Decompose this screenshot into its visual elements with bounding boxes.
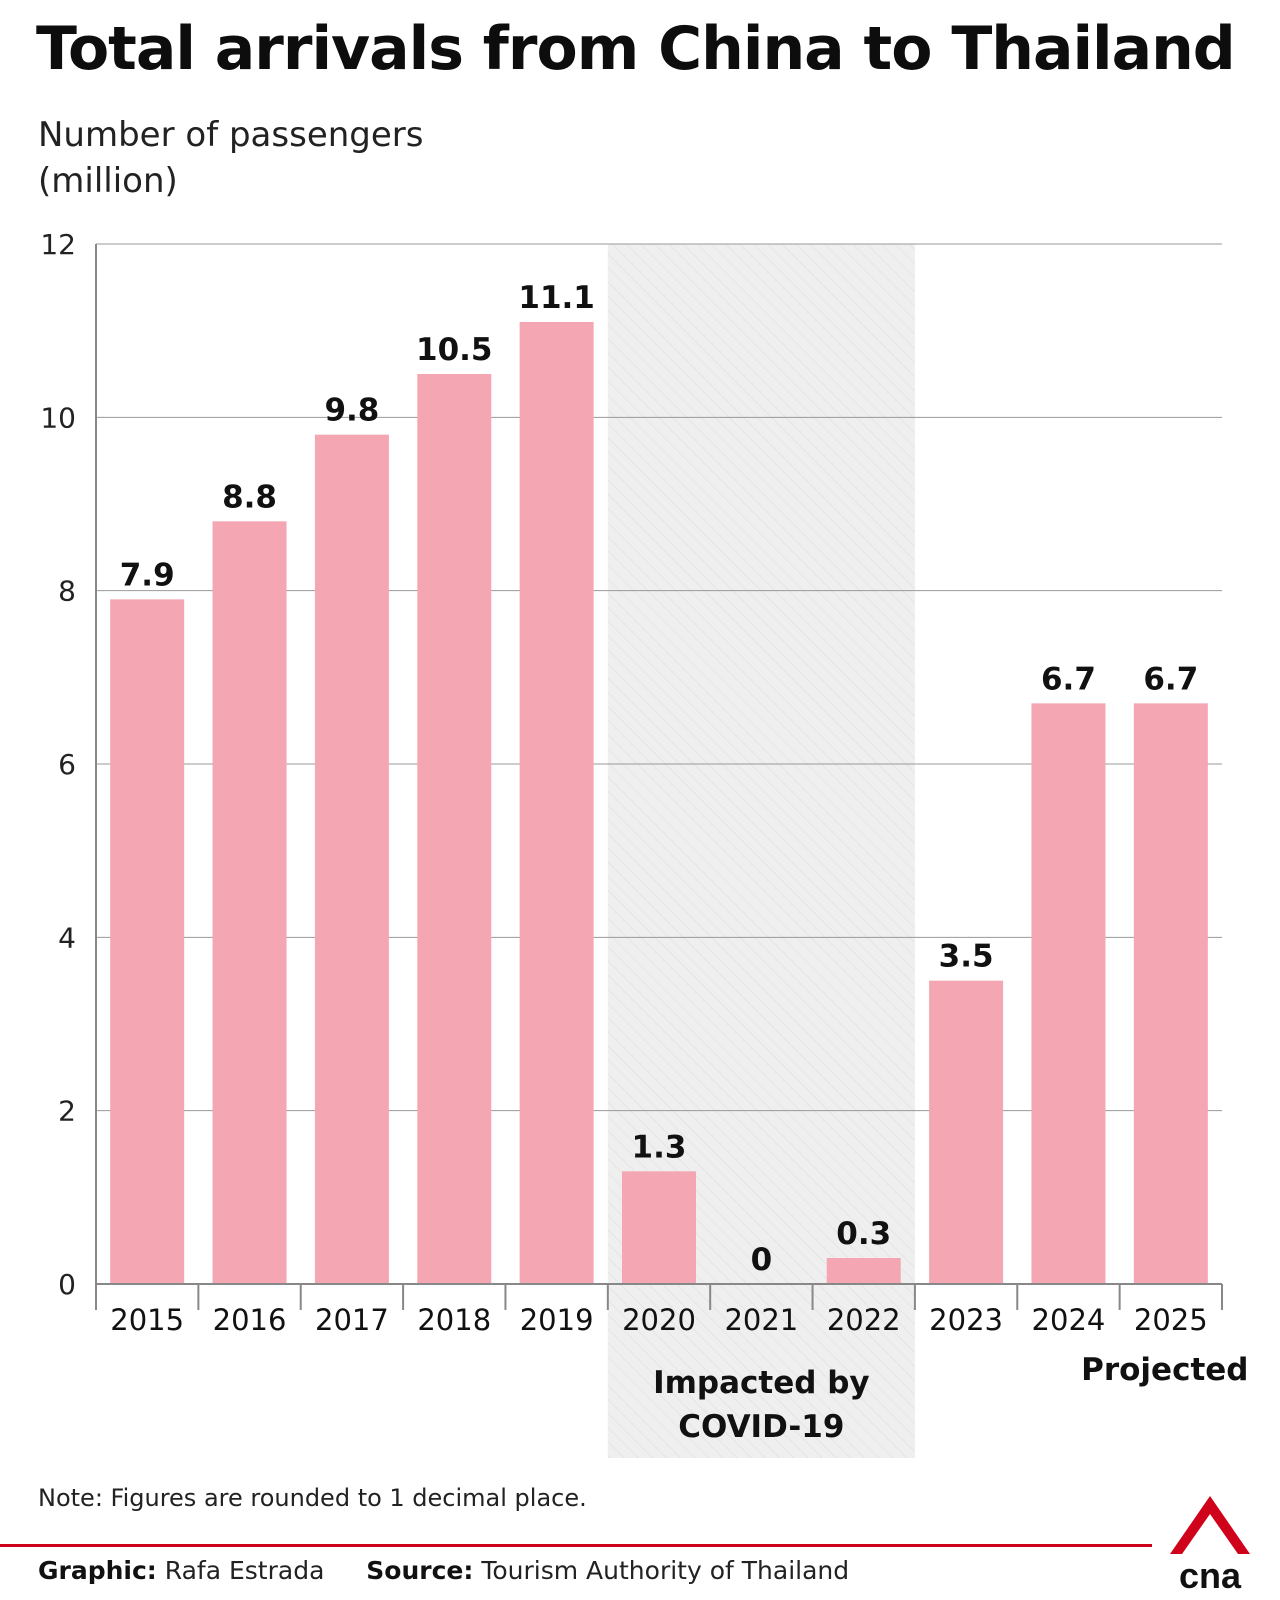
footer-divider — [0, 1544, 1152, 1547]
x-tick-label: 2025 — [1134, 1303, 1208, 1337]
y-tick-label: 8 — [58, 575, 76, 608]
x-tick-label: 2021 — [724, 1303, 798, 1337]
y-tick-label: 4 — [58, 921, 76, 954]
bar — [519, 322, 594, 1284]
x-tick-label: 2023 — [929, 1303, 1003, 1337]
chart-title: Total arrivals from China to Thailand — [36, 14, 1236, 84]
bar — [110, 599, 185, 1284]
bar-value-label: 9.8 — [324, 393, 379, 429]
covid-region-label: Impacted by — [653, 1365, 870, 1401]
bar — [1031, 703, 1106, 1284]
x-tick-label: 2024 — [1032, 1303, 1106, 1337]
logo-text: cna — [1179, 1555, 1242, 1592]
bar-value-label: 8.8 — [222, 479, 277, 515]
graphic-credit-label: Graphic: — [38, 1556, 157, 1585]
bar — [622, 1171, 696, 1284]
bar-value-label: 6.7 — [1143, 661, 1198, 697]
x-tick-label: 2020 — [622, 1303, 696, 1337]
x-tick-label: 2016 — [213, 1303, 287, 1337]
bar-value-label: 11.1 — [518, 280, 595, 316]
y-tick-label: 0 — [58, 1268, 76, 1301]
y-tick-label: 2 — [58, 1095, 76, 1128]
bar-value-label: 0 — [751, 1242, 773, 1278]
bar — [417, 374, 492, 1284]
y-axis-label-line: Number of passengers — [38, 115, 424, 155]
x-tick-label: 2017 — [315, 1303, 389, 1337]
y-tick-label: 12 — [40, 228, 76, 261]
x-tick-label: 2018 — [417, 1303, 491, 1337]
bar — [1133, 703, 1208, 1284]
credits-line: Graphic: Rafa Estrada Source: Tourism Au… — [38, 1556, 849, 1585]
bar — [929, 980, 1004, 1284]
x-tick-label: 2019 — [520, 1303, 594, 1337]
bar — [826, 1258, 901, 1284]
y-tick-label: 10 — [40, 401, 76, 434]
x-tick-label: 2015 — [110, 1303, 184, 1337]
bar-value-label: 7.9 — [120, 557, 175, 593]
bar-chart: 0 2 4 6 8 10 12 7.9 2015 8.8 2016 9.8 2017 10.5 2018 11… — [40, 228, 1249, 1458]
source-credit-label: Source: — [366, 1556, 474, 1585]
bar-value-label: 3.5 — [939, 939, 994, 975]
covid-region-label: COVID-19 — [678, 1409, 844, 1445]
y-axis-label: Number of passengers (million) — [38, 112, 423, 204]
bar-value-label: 10.5 — [416, 332, 493, 368]
x-tick-label: 2022 — [827, 1303, 901, 1337]
bar — [212, 521, 287, 1284]
bar — [314, 434, 389, 1285]
source-credit-value: Tourism Authority of Thailand — [481, 1556, 850, 1585]
cna-logo: cna — [1170, 1496, 1250, 1592]
bar-value-label: 1.3 — [632, 1129, 687, 1165]
y-axis-label-line: (million) — [38, 161, 178, 201]
y-tick-label: 6 — [58, 748, 76, 781]
footnote: Note: Figures are rounded to 1 decimal p… — [38, 1484, 587, 1512]
graphic-credit-value: Rafa Estrada — [164, 1556, 325, 1585]
logo-mark-icon — [1170, 1496, 1250, 1554]
projected-annotation: Projected — [1081, 1352, 1248, 1388]
bar-value-label: 0.3 — [836, 1216, 891, 1252]
bar-value-label: 6.7 — [1041, 661, 1096, 697]
